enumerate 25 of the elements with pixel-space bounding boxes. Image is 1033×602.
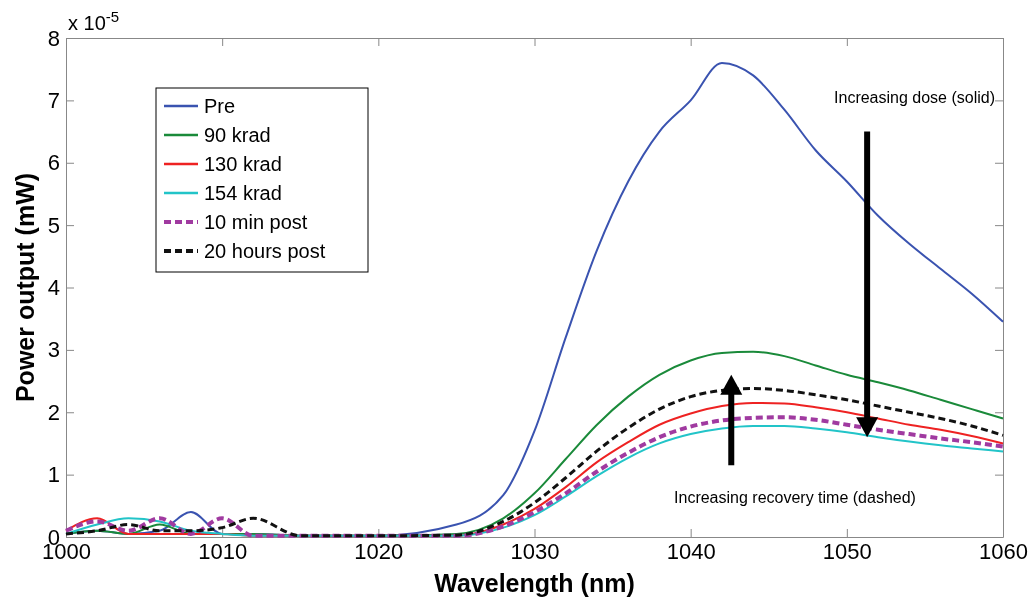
annotation: Increasing dose (solid) <box>834 89 995 106</box>
annotation: Increasing recovery time (dashed) <box>674 489 916 506</box>
y-tick-label: 2 <box>47 399 60 425</box>
legend-label: 90 krad <box>204 124 271 146</box>
legend-label: 10 min post <box>204 211 308 233</box>
legend-label: 154 krad <box>204 182 282 204</box>
x-tick-label: 1010 <box>198 538 248 564</box>
y-tick-label: 4 <box>47 275 60 301</box>
x-tick-label: 1020 <box>354 538 404 564</box>
y-tick-label: 8 <box>47 25 60 51</box>
y-tick-label: 5 <box>47 212 60 238</box>
legend-label: Pre <box>204 95 236 117</box>
x-tick-label: 1040 <box>666 538 716 564</box>
y-tick-label: 6 <box>47 150 60 176</box>
y-tick-label: 1 <box>47 462 60 488</box>
y-axis-title: Power output (mW) <box>11 172 39 403</box>
text: x 10$^{-5}$ <box>68 7 120 34</box>
x-tick-label: 1030 <box>510 538 560 564</box>
legend-label: 20 hours post <box>204 240 326 262</box>
x-tick-label: 1050 <box>822 538 872 564</box>
x-tick-label: 1060 <box>979 538 1028 564</box>
legend-label: 130 krad <box>204 153 282 175</box>
y-tick-label: 3 <box>47 337 60 363</box>
x-axis-title: Wavelength (nm) <box>434 569 635 597</box>
y-tick-label: 7 <box>47 87 60 113</box>
